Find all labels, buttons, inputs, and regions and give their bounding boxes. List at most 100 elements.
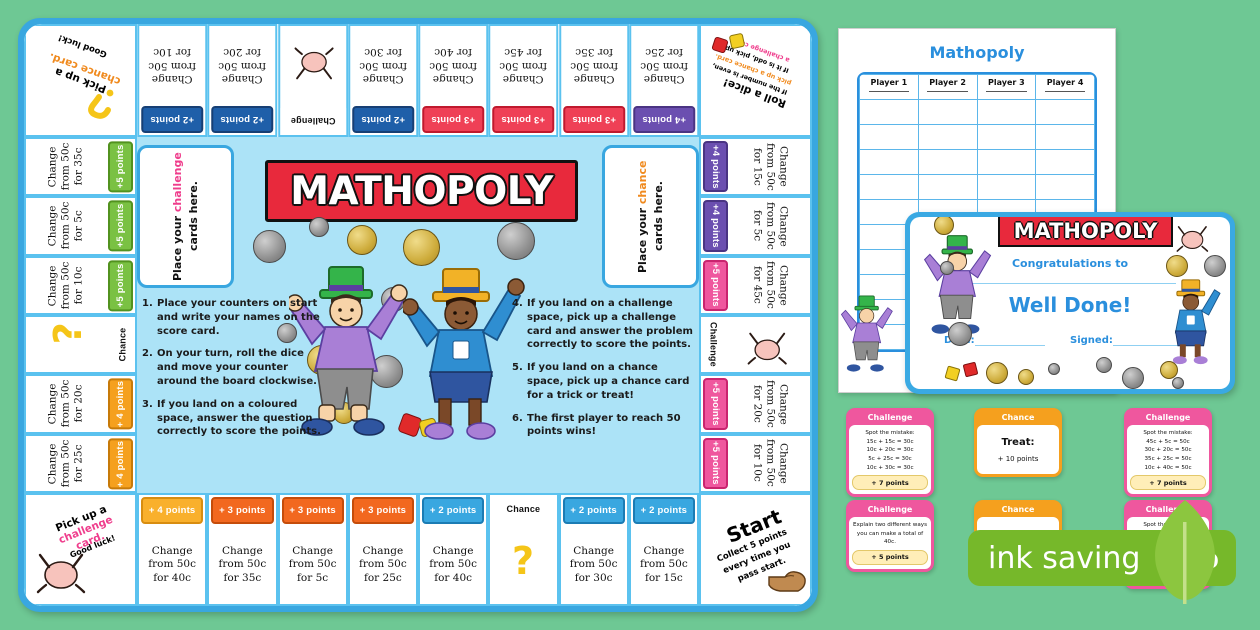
board-space[interactable]: +5 points Change from 50c for 45c — [699, 255, 812, 315]
board-space[interactable]: +5 points Change from 50c for 35c — [24, 137, 137, 197]
place-chance-cards-box[interactable]: Place your chance cards here. — [602, 145, 699, 288]
score-cell[interactable] — [917, 174, 978, 200]
corner-top-left[interactable]: Pick up a chance card. Good luck! — [24, 24, 137, 137]
board-space[interactable]: + 2 points Change from 50c for 40c — [418, 493, 489, 606]
board-space[interactable]: +4 points Change from 50c for 5c — [699, 196, 812, 256]
space-question: Change from 50c for 40c — [429, 46, 478, 85]
space-question: Change from 50c for 5c — [751, 202, 790, 250]
score-cell[interactable] — [859, 149, 919, 175]
certificate-name-line[interactable] — [968, 283, 1176, 284]
score-cell[interactable] — [917, 124, 978, 150]
points-label: +5 points — [703, 437, 728, 489]
leaf-icon — [1155, 500, 1215, 604]
score-cell[interactable] — [917, 99, 978, 125]
challenge-card[interactable]: Challenge Spot the mistake:45c + 5c = 50c… — [1124, 408, 1212, 498]
board-space[interactable]: + 4 points Change from 50c for 25c — [24, 433, 137, 493]
board-space[interactable]: +2 points Change from 50c for 10c — [137, 24, 208, 137]
table-row[interactable] — [859, 124, 1095, 150]
points-label: +3 points — [492, 106, 555, 133]
score-cell[interactable] — [1035, 124, 1095, 150]
table-row[interactable] — [859, 99, 1095, 125]
challenge-card[interactable]: Challenge Explain two different ways you … — [846, 500, 934, 573]
board-space[interactable]: + 2 points Change from 50c for 30c — [558, 493, 629, 606]
score-cell[interactable] — [1035, 174, 1095, 200]
certificate-signed-label: Signed: — [1070, 335, 1113, 346]
space-question: Change from 50c for 20c — [46, 380, 85, 428]
board-space[interactable]: + 2 points Change from 50c for 15c — [628, 493, 699, 606]
svg-text:?: ? — [51, 324, 85, 345]
board-space[interactable]: +5 points Change from 50c for 10c — [699, 433, 812, 493]
score-cell[interactable] — [1035, 149, 1095, 175]
certificate-signed-field[interactable]: Signed: — [1070, 335, 1191, 346]
score-card-column-header: Player 2 — [917, 74, 978, 100]
score-cell[interactable] — [976, 174, 1037, 200]
board-space[interactable]: +4 points Change from 50c for 15c — [699, 137, 812, 197]
board-space[interactable]: +2 points Change from 50c for 20c — [207, 24, 278, 137]
board-space[interactable]: + 3 points Change from 50c for 25c — [347, 493, 418, 606]
points-label: +3 points — [562, 106, 625, 133]
game-board-surface: Pick up a chance card. Good luck! +2 po — [24, 24, 812, 606]
space-question: Change from 50c for 25c — [46, 439, 85, 488]
place-challenge-word: challenge — [170, 152, 184, 213]
points-label: + 4 points — [141, 497, 204, 524]
challenge-space-label: Challenge — [279, 108, 346, 135]
board-space[interactable]: Chance? — [24, 314, 137, 375]
score-cell[interactable] — [976, 149, 1037, 175]
score-cell[interactable] — [976, 124, 1037, 150]
board-space[interactable]: +5 points Change from 50c for 5c — [24, 196, 137, 256]
score-cell[interactable] — [1035, 99, 1095, 125]
space-question: Change from 50c for 10c — [751, 439, 790, 488]
chance-space-label: Chance — [110, 316, 135, 373]
card-header: Chance — [1001, 413, 1035, 422]
corner-bottom-left[interactable]: Pick up a challenge card. Good luck! — [24, 493, 137, 606]
board-space[interactable]: Chance? — [488, 493, 559, 606]
challenge-card[interactable]: Challenge Spot the mistake: 15c + 15c = 30… — [846, 408, 934, 498]
space-question: Change from 50c for 20c — [218, 46, 267, 85]
table-row[interactable] — [859, 149, 1095, 175]
board-space[interactable]: Challenge — [699, 314, 812, 375]
rule-text: Place your counters on start and write y… — [157, 298, 320, 337]
points-label: +5 points — [108, 141, 133, 193]
card-header: Challenge — [867, 413, 913, 422]
corner-top-right[interactable]: Roll a dice! If the number is even, pick… — [699, 24, 812, 137]
table-row[interactable] — [859, 199, 1095, 225]
board-column-right: +4 points Change from 50c for 15c +4 points C… — [699, 137, 812, 493]
points-label: + 3 points — [211, 497, 274, 524]
score-cell[interactable] — [859, 124, 919, 150]
score-cell[interactable] — [859, 99, 919, 125]
board-space[interactable]: +3 points Change from 50c for 40c — [418, 24, 489, 137]
table-row[interactable] — [859, 174, 1095, 200]
board-space[interactable]: +4 points Change from 50c for 25c — [628, 24, 699, 137]
score-cell[interactable] — [976, 99, 1037, 125]
board-space[interactable]: +5 points Change from 50c for 10c — [24, 255, 137, 315]
chance-card[interactable]: Chance Treat: + 10 points — [974, 408, 1062, 478]
brain-icon — [1176, 226, 1209, 252]
board-space[interactable]: +2 points Change from 50c for 30c — [347, 24, 418, 137]
avatar-player-green-hat — [289, 266, 408, 436]
board-row-top: Pick up a chance card. Good luck! +2 po — [24, 24, 812, 137]
page-title: MATHOPOLY — [290, 168, 553, 214]
board-space[interactable]: +3 points Change from 50c for 35c — [558, 24, 629, 137]
board-space[interactable]: Challenge — [277, 24, 348, 137]
points-label: +2 points — [351, 106, 414, 133]
board-space[interactable]: + 4 points Change from 50c for 40c — [137, 493, 208, 606]
score-cell[interactable] — [859, 174, 919, 200]
corner-bottom-right[interactable]: Start Collect 5 points every time you pa… — [699, 493, 812, 606]
score-card-column-header: Player 3 — [976, 74, 1037, 100]
rule-number: 2. — [142, 348, 153, 360]
place-challenge-cards-box[interactable]: Place your challenge cards here. — [137, 145, 234, 288]
board-space[interactable]: + 3 points Change from 50c for 5c — [277, 493, 348, 606]
score-cell[interactable] — [917, 149, 978, 175]
points-label: + 2 points — [562, 497, 625, 524]
board-title-banner: MATHOPOLY — [265, 160, 578, 222]
board-space[interactable]: +3 points Change from 50c for 45c — [488, 24, 559, 137]
rule-item: 6. The first player to reach 50 points wi… — [512, 412, 697, 440]
board-row-bottom: Pick up a challenge card. Good luck! — [24, 493, 812, 606]
certificate-card[interactable]: MATHOPOLY Congratulations to Well Done! … — [905, 212, 1235, 394]
space-question: Change from 50c for 5c — [288, 545, 337, 584]
board-space[interactable]: + 4 points Change from 50c for 20c — [24, 374, 137, 434]
board-space[interactable]: +5 points Change from 50c for 20c — [699, 374, 812, 434]
rule-text: If you land on a challenge space, pick u… — [527, 298, 693, 351]
board-space[interactable]: + 3 points Change from 50c for 35c — [207, 493, 278, 606]
place-challenge-pre: Place your — [170, 212, 184, 281]
